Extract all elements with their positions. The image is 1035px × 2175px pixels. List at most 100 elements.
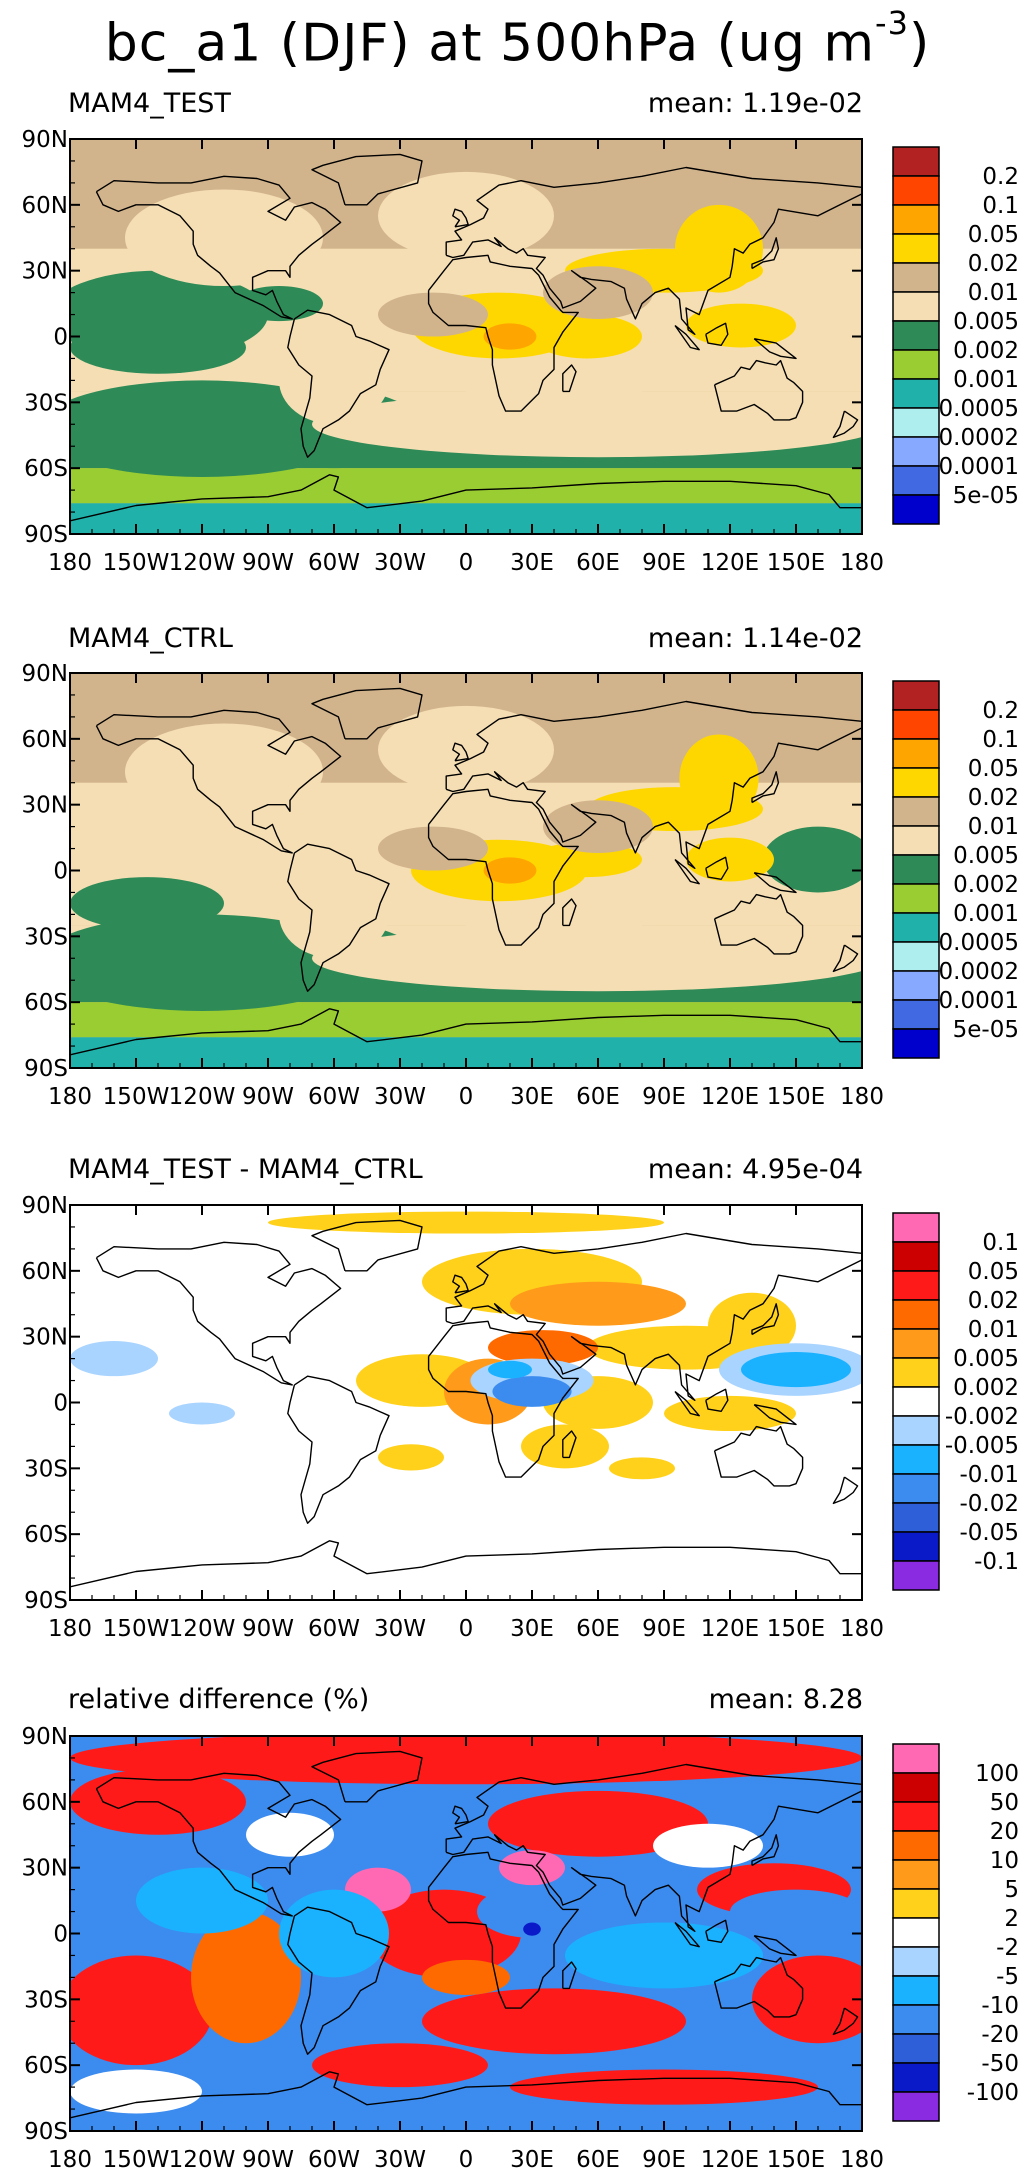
panel-3-coastline-japan xyxy=(751,1303,780,1336)
panel-4-y-tick-label: 90N xyxy=(22,1724,68,1750)
panel-2-coastline-new-zealand xyxy=(832,944,859,973)
panel-2-legend-label: 5e-05 xyxy=(953,1017,1019,1043)
panel-4-contour-region-1 xyxy=(70,1955,213,2066)
panel-1-coastline-new-zealand xyxy=(832,410,859,439)
panel-4-x-tick-label: 30E xyxy=(510,2147,554,2173)
title-close: ) xyxy=(908,13,931,74)
panel-4-coastline-north-america xyxy=(95,1772,342,1917)
panel-3-legend-label: -0.05 xyxy=(959,1520,1019,1546)
panel-4-contour-region-17 xyxy=(312,2043,488,2088)
panel-4-legend-label: 2 xyxy=(1004,1906,1019,1932)
panel-1-legend-label: 0.05 xyxy=(968,222,1019,248)
panel-4-x-tick-label: 120W xyxy=(169,2147,236,2173)
panel-4-legend-swatch xyxy=(892,1830,940,1861)
panel-3-x-tick-label: 30E xyxy=(510,1616,554,1642)
panel-2-x-tick-label: 120W xyxy=(169,1084,236,1110)
panel-2-coastline-africa xyxy=(427,788,579,946)
panel-3-legend-label: -0.005 xyxy=(945,1433,1019,1459)
panel-1-legend-label: 0.0002 xyxy=(939,425,1019,451)
panel-3-contour-region-12 xyxy=(492,1376,572,1407)
panel-4-legend-swatch xyxy=(892,2091,940,2122)
panel-4-contour-region-20 xyxy=(653,1823,763,1868)
panel-3-legend-label: 0.1 xyxy=(982,1230,1019,1256)
panel-4-legend-swatch xyxy=(892,2004,940,2035)
panel-1-y-tick-label: 30S xyxy=(24,390,68,416)
panel-2-x-tick-label: 150W xyxy=(103,1084,170,1110)
panel-2-y-tick-label: 60S xyxy=(24,990,68,1016)
panel-1-legend-label: 0.005 xyxy=(953,309,1019,335)
panel-1-contour-region-8 xyxy=(279,336,389,425)
panel-3-legend-label: 0.02 xyxy=(968,1288,1019,1314)
panel-3-y-tick-label: 60N xyxy=(22,1259,68,1285)
panel-1-legend-swatch xyxy=(892,494,940,525)
panel-3-contour-region-13 xyxy=(488,1360,532,1379)
panel-3-legend-swatch xyxy=(892,1444,940,1475)
panel-1-x-tick-label: 90E xyxy=(642,550,686,576)
panel-3-title: MAM4_TEST - MAM4_CTRL xyxy=(68,1154,423,1185)
panel-1-legend-label: 0.02 xyxy=(968,251,1019,277)
page-title: bc_a1 (DJF) at 500hPa (ug m-3) xyxy=(0,0,1035,75)
panel-1-coastline-japan xyxy=(751,237,780,270)
panel-1-legend-swatch xyxy=(892,291,940,322)
panel-2-legend-swatch xyxy=(892,767,940,798)
panel-2-coastline-south-america xyxy=(287,843,390,992)
panel-4-legend-label: 20 xyxy=(990,1819,1019,1845)
panel-2-legend-swatch xyxy=(892,796,940,827)
panel-2-contour-region-6 xyxy=(763,826,862,893)
panel-2-coastline-madagascar xyxy=(562,898,577,927)
panel-2-contour-region-14 xyxy=(483,857,537,884)
panel-2-coastline-uk xyxy=(452,742,469,762)
panel-2-legend-label: 0.001 xyxy=(953,901,1019,927)
panel-2-legend-label: 0.1 xyxy=(982,727,1019,753)
panel-4-legend-swatch xyxy=(892,2033,940,2064)
panel-2-contour-region-4 xyxy=(378,705,554,794)
panel-4-coastline-australia xyxy=(713,1956,804,2018)
panel-4-contour-region-21 xyxy=(246,1812,334,1857)
panel-4-coastline-eurasia xyxy=(445,1763,862,1933)
panel-4-legend-swatch xyxy=(892,2062,940,2093)
panel-1-x-tick-label: 150E xyxy=(767,550,825,576)
panel-4-coastline-borneo xyxy=(705,1919,729,1944)
panel-4-x-tick-label: 180 xyxy=(48,2147,92,2173)
panel-1-title: MAM4_TEST xyxy=(68,88,231,119)
panel-4-legend-swatch xyxy=(892,1801,940,1832)
panel-3-mean: mean: 4.95e-04 xyxy=(647,1154,863,1185)
panel-4-contour-region-3 xyxy=(422,1988,686,2055)
panel-4-legend-swatch xyxy=(892,1888,940,1919)
panel-4-coastline-greenland xyxy=(311,1750,423,1803)
panel-1-y-tick-label: 30N xyxy=(22,259,68,285)
panel-1-y-tick-label: 60S xyxy=(24,456,68,482)
panel-3-coastline-uk xyxy=(452,1274,469,1294)
panel-4-title: relative difference (%) xyxy=(68,1684,370,1715)
panel-1-contour-region-9 xyxy=(466,358,642,425)
panel-1-contour-region-2 xyxy=(312,391,862,458)
panel-4-legend-label: 10 xyxy=(990,1848,1019,1874)
panel-3-coastline-eurasia xyxy=(445,1232,862,1402)
panel-4-x-tick-label: 60W xyxy=(308,2147,360,2173)
panel-4-x-tick-label: 30W xyxy=(374,2147,426,2173)
panel-1-x-tick-label: 30E xyxy=(510,550,554,576)
panel-3-legend-swatch xyxy=(892,1473,940,1504)
panel-4-contour-region-22 xyxy=(422,1959,510,1995)
panel-2-contour-region-8 xyxy=(466,892,642,959)
panel-2-legend-label: 0.002 xyxy=(953,872,1019,898)
panel-2-legend-swatch xyxy=(892,680,940,711)
panel-3-legend-label: -0.01 xyxy=(959,1462,1019,1488)
panel-1-legend-swatch xyxy=(892,320,940,351)
panel-1-coastline-australia xyxy=(713,359,804,421)
panel-3-legend-label: 0.01 xyxy=(968,1317,1019,1343)
title-exponent: -3 xyxy=(875,4,909,42)
panel-3-legend-label: -0.002 xyxy=(945,1404,1019,1430)
panel-1-x-tick-label: 90W xyxy=(242,550,294,576)
panel-1-x-tick-label: 60E xyxy=(576,550,620,576)
panel-4-contour-region-18 xyxy=(510,2069,818,2105)
panel-2-legend-swatch xyxy=(892,970,940,1001)
panel-2-x-tick-label: 180 xyxy=(48,1084,92,1110)
panel-1-contour-region-6 xyxy=(235,286,323,322)
panel-3-legend-label: 0.002 xyxy=(953,1375,1019,1401)
panel-2-legend-label: 0.05 xyxy=(968,756,1019,782)
panel-4-contour-region-6 xyxy=(488,1790,708,1857)
panel-4-coastline-madagascar xyxy=(562,1961,577,1990)
panel-2-legend-swatch xyxy=(892,738,940,769)
